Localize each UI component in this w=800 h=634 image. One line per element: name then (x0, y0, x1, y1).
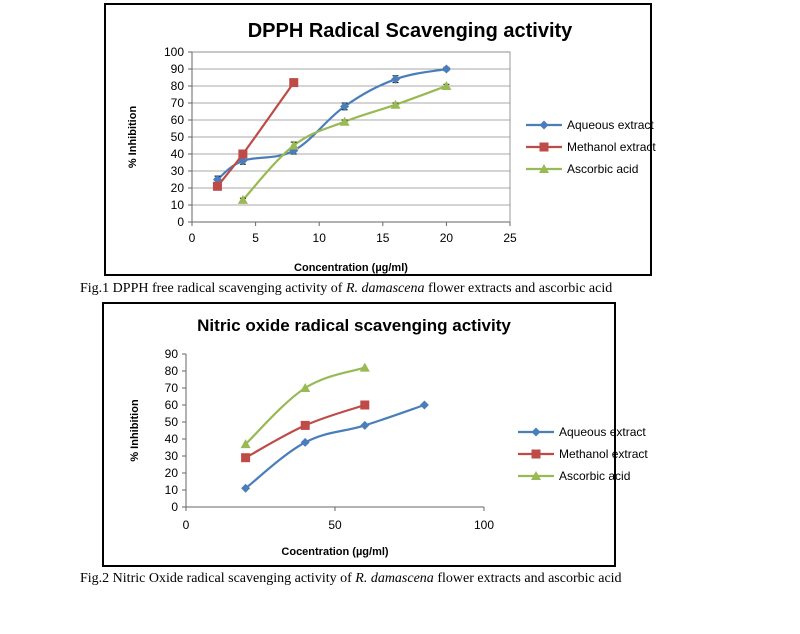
x-tick-label: 20 (440, 231, 454, 245)
data-point (391, 74, 401, 84)
y-tick-label: 70 (165, 381, 179, 395)
x-tick-label: 5 (252, 231, 259, 245)
series-aqueous-extract (241, 400, 429, 493)
y-tick-label: 50 (171, 130, 185, 144)
y-tick-label: 0 (171, 500, 178, 514)
legend-label: Aqueous extract (559, 425, 646, 439)
y-tick-label: 10 (165, 483, 179, 497)
y-tick-label: 20 (171, 181, 185, 195)
nitric-oxide-chart: Nitric oxide radical scavenging activity… (129, 316, 648, 558)
data-point (238, 149, 248, 159)
y-tick-label: 100 (164, 45, 184, 59)
series-aqueous-extract (212, 64, 451, 184)
legend-label: Methanol extract (567, 140, 656, 154)
figure-caption-1: Fig.1 DPPH free radical scavenging activ… (80, 281, 612, 297)
legend-marker (531, 449, 541, 459)
caption-1-species: R. damascena (345, 281, 425, 296)
x-tick-label: 25 (503, 231, 517, 245)
y-tick-label: 0 (177, 215, 184, 229)
data-point (441, 64, 451, 74)
legend-label: Methanol extract (559, 447, 648, 461)
data-point (300, 437, 310, 447)
legend-marker (539, 164, 549, 173)
legend-entry: Aqueous extract (526, 118, 654, 132)
y-tick-label: 60 (171, 113, 185, 127)
y-tick-label: 50 (165, 415, 179, 429)
caption-1-prefix: Fig.1 DPPH free radical scavenging activ… (80, 281, 346, 296)
data-point (241, 453, 251, 463)
legend-marker (531, 471, 541, 480)
chart-title: Nitric oxide radical scavenging activity (197, 316, 511, 335)
x-tick-label: 10 (313, 231, 327, 245)
data-point (240, 439, 251, 449)
y-tick-label: 90 (165, 347, 179, 361)
y-axis-label: % Inhibition (127, 106, 139, 169)
series-methanol-extract (241, 400, 370, 463)
legend-label: Aqueous extract (567, 118, 654, 132)
y-tick-label: 60 (165, 398, 179, 412)
y-axis-label: % Inhibition (129, 399, 141, 462)
y-tick-label: 80 (171, 79, 185, 93)
series-line (245, 403, 366, 459)
x-tick-label: 0 (183, 518, 190, 532)
series-line (216, 67, 447, 181)
y-tick-label: 10 (171, 198, 185, 212)
x-tick-label: 50 (328, 518, 342, 532)
data-point (359, 362, 370, 372)
caption-2-prefix: Fig.2 Nitric Oxide radical scavenging ac… (80, 571, 356, 586)
data-point (241, 483, 251, 493)
x-tick-label: 0 (189, 231, 196, 245)
legend-label: Ascorbic acid (559, 469, 630, 483)
data-point (419, 400, 429, 410)
data-point (237, 194, 248, 204)
y-tick-label: 40 (171, 147, 185, 161)
legend-entry: Ascorbic acid (526, 162, 638, 176)
data-point (300, 383, 311, 392)
legend-label: Ascorbic acid (567, 162, 638, 176)
data-point (300, 420, 310, 430)
y-tick-label: 90 (171, 62, 185, 76)
y-tick-label: 20 (165, 466, 179, 480)
data-point (340, 101, 350, 111)
x-axis-label: Concentration (µg/ml) (294, 262, 408, 274)
legend-entry: Methanol extract (518, 447, 648, 461)
caption-2-species: R. damascena (355, 571, 434, 586)
series-ascorbic-acid (240, 362, 370, 449)
data-point (360, 420, 370, 430)
series-ascorbic-acid (237, 81, 452, 204)
caption-1-suffix: flower extracts and ascorbic acid (424, 281, 613, 296)
dpph-chart: DPPH Radical Scavenging activity 0 10 20 30 4… (127, 20, 656, 274)
legend-entry: Ascorbic acid (518, 469, 630, 483)
legend-entry: Methanol extract (526, 140, 656, 154)
plot-area (186, 354, 484, 507)
y-tick-label: 40 (165, 432, 179, 446)
data-point (390, 99, 401, 109)
series-methanol-extract (212, 78, 299, 191)
y-tick-label: 80 (165, 364, 179, 378)
x-tick-label: 100 (474, 518, 494, 532)
series-line (244, 403, 425, 490)
data-point (288, 140, 299, 150)
series-line (244, 366, 366, 445)
data-point (339, 116, 350, 126)
data-point (289, 78, 299, 88)
caption-2-suffix: flower extracts and ascorbic acid (433, 571, 622, 586)
y-tick-label: 30 (165, 449, 179, 463)
y-tick-label: 30 (171, 164, 185, 178)
x-axis-label: Cocentration (µg/ml) (281, 546, 389, 558)
chart-frame-dpph: DPPH Radical Scavenging activity 0 10 20 30 4… (104, 3, 656, 276)
data-point (441, 81, 452, 90)
legend-entry: Aqueous extract (518, 425, 646, 439)
legend-marker (531, 427, 541, 437)
legend-marker (539, 142, 549, 152)
data-point (212, 175, 222, 184)
data-point (212, 181, 222, 191)
chart-title: DPPH Radical Scavenging activity (248, 20, 573, 42)
x-tick-label: 15 (376, 231, 390, 245)
legend-marker (539, 120, 549, 130)
chart-frame-nitric-oxide: Nitric oxide radical scavenging activity… (102, 302, 648, 567)
figure-caption-2: Fig.2 Nitric Oxide radical scavenging ac… (80, 571, 622, 587)
y-tick-label: 70 (171, 96, 185, 110)
data-point (360, 400, 370, 410)
